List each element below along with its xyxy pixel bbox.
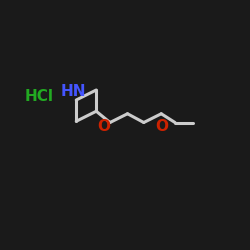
Text: O: O [97,119,110,134]
Text: HCl: HCl [24,89,53,104]
Text: HN: HN [61,84,86,99]
Text: O: O [155,119,168,134]
